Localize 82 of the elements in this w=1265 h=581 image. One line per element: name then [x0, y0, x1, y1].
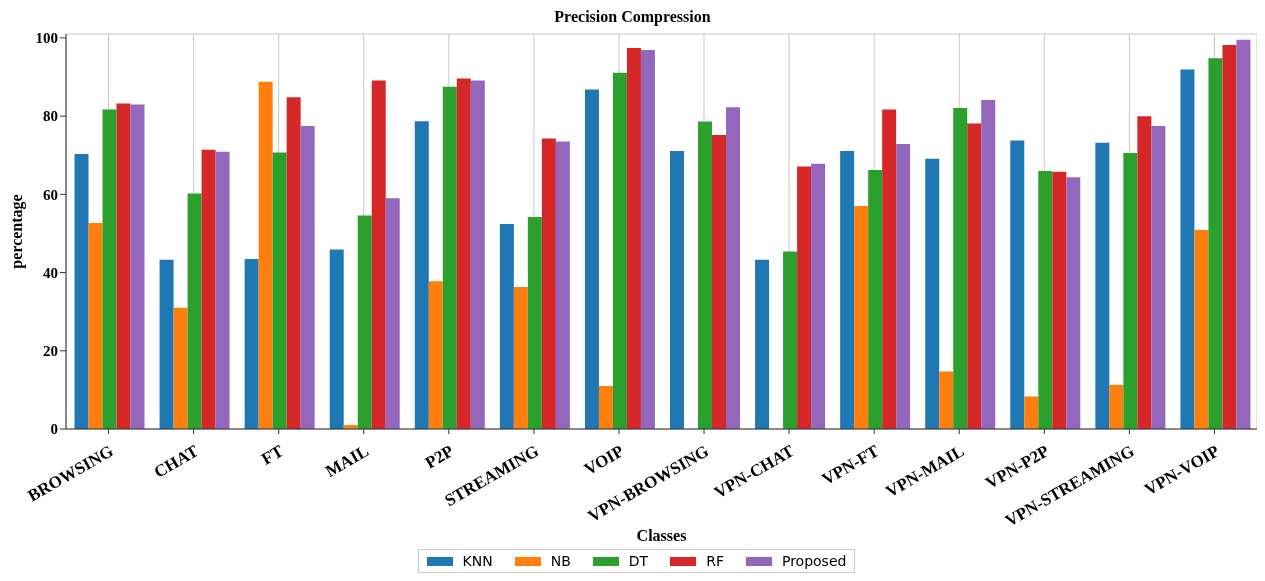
bar	[1038, 170, 1053, 429]
bar	[1024, 396, 1039, 429]
bar	[130, 104, 145, 429]
bar	[187, 193, 202, 429]
bar	[456, 78, 471, 429]
bar	[1123, 152, 1138, 429]
bar	[470, 80, 485, 429]
bar	[584, 89, 599, 429]
y-axis-title: percentage	[7, 194, 26, 269]
bar	[201, 149, 216, 429]
x-tick-label: FT	[258, 441, 288, 469]
y-tick-label: 60	[43, 186, 58, 203]
bar	[555, 141, 570, 429]
bar	[414, 121, 429, 429]
bar	[329, 249, 344, 429]
bar	[939, 371, 954, 429]
bar	[215, 151, 230, 429]
y-tick-label: 40	[43, 264, 58, 281]
bar	[1010, 140, 1025, 429]
bar	[74, 154, 89, 429]
bar	[882, 109, 897, 429]
bar	[670, 150, 685, 429]
y-tick-label: 20	[43, 343, 58, 360]
bar	[726, 107, 741, 429]
y-tick-label: 80	[43, 108, 58, 125]
bar	[428, 281, 443, 429]
bar	[626, 48, 641, 429]
bar	[357, 215, 372, 429]
bar	[981, 100, 996, 429]
y-tick-label: 0	[50, 421, 58, 438]
bar	[272, 152, 287, 429]
bar	[840, 150, 855, 429]
bar	[541, 138, 556, 429]
bar	[612, 72, 627, 429]
bar	[1109, 384, 1124, 429]
bar	[1137, 116, 1152, 429]
bar	[1052, 171, 1067, 429]
bar	[755, 259, 770, 429]
bar	[513, 287, 528, 429]
legend-label: NB	[549, 553, 571, 569]
bar	[1222, 44, 1237, 429]
bar	[300, 125, 315, 429]
bar	[286, 97, 301, 429]
bar	[854, 206, 869, 429]
x-axis-title: Classes	[636, 527, 687, 544]
bar	[698, 121, 713, 429]
y-tick-label: 100	[35, 30, 58, 47]
bar	[173, 307, 188, 429]
bar	[527, 217, 542, 429]
bar	[1194, 229, 1209, 429]
legend-label: KNN	[461, 553, 493, 569]
bar	[811, 163, 826, 429]
bar	[499, 224, 514, 429]
bar	[598, 385, 613, 429]
bar	[797, 166, 812, 429]
bar	[1208, 58, 1223, 429]
bar	[783, 251, 798, 429]
bar	[640, 50, 655, 429]
chart-title: Precision Compression	[553, 8, 712, 28]
bar	[159, 259, 174, 429]
bar	[1180, 69, 1195, 429]
bar	[442, 86, 457, 429]
bar	[967, 123, 982, 429]
bar	[102, 109, 117, 429]
bar	[925, 158, 940, 429]
bar	[371, 80, 386, 429]
legend-label: DT	[627, 553, 649, 569]
bar	[385, 198, 400, 429]
legend-label: Proposed	[780, 553, 847, 569]
bar	[1095, 142, 1110, 429]
bar	[1151, 125, 1166, 429]
bar	[953, 107, 968, 429]
bar	[712, 134, 727, 429]
bar	[896, 143, 911, 429]
legend-label: RF	[705, 553, 724, 569]
bar	[88, 222, 103, 429]
bar	[244, 258, 259, 429]
bar	[868, 170, 883, 429]
bar	[258, 81, 273, 429]
bar	[116, 103, 131, 429]
bar	[1236, 39, 1251, 429]
bar	[1066, 177, 1081, 429]
